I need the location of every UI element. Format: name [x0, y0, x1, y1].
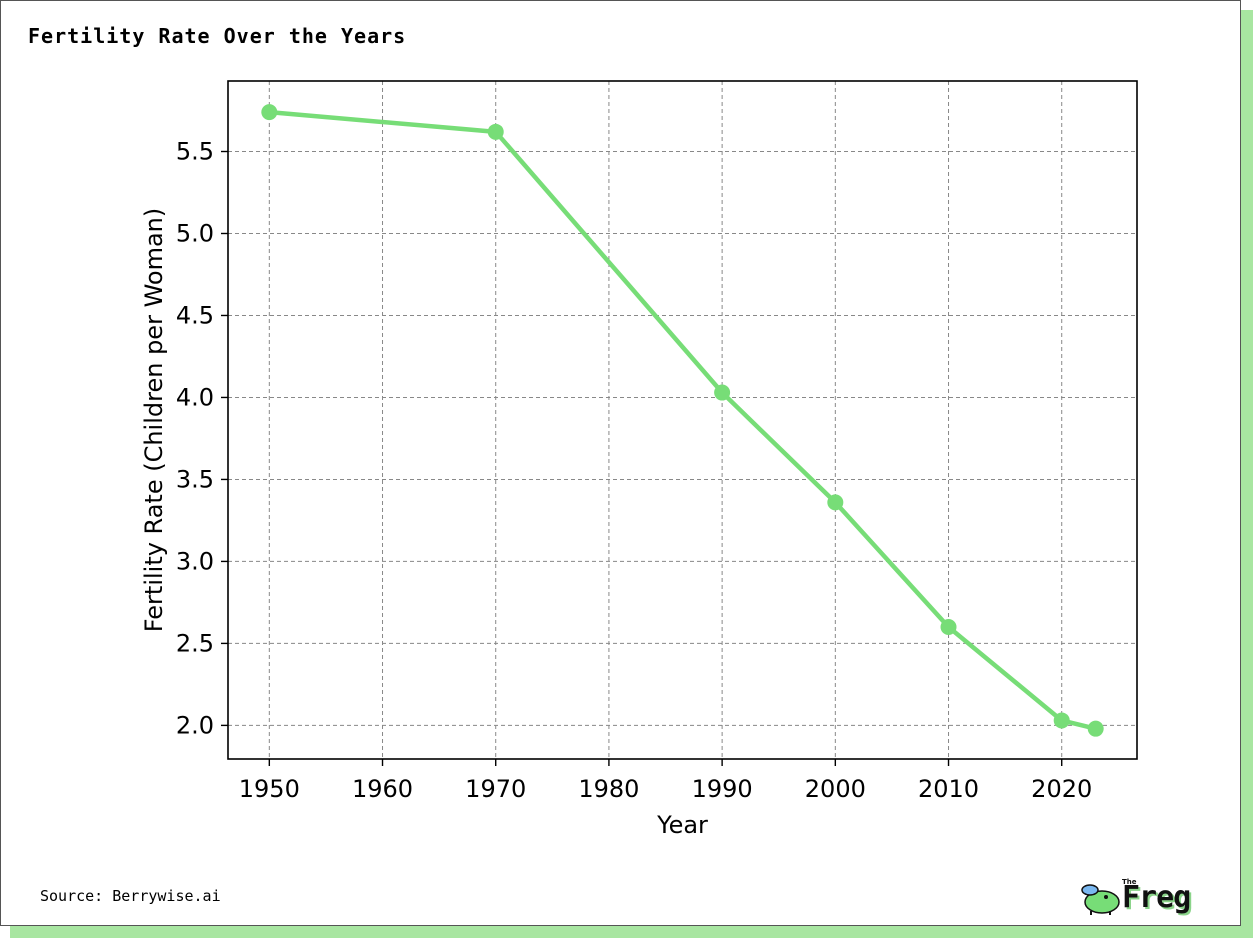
data-point: [714, 384, 731, 401]
frog-icon: [1081, 884, 1120, 915]
x-tick-label: 2020: [1031, 775, 1092, 803]
y-tick-label: 5.0: [176, 219, 214, 247]
series-line-path: [267, 109, 1098, 731]
x-tick-label: 1970: [465, 775, 526, 803]
data-point: [940, 619, 957, 636]
grid-lines: [228, 81, 1137, 759]
y-axis-label: Fertility Rate (Children per Woman): [140, 208, 168, 632]
chart-title: Fertility Rate Over the Years: [28, 24, 407, 48]
data-point: [261, 104, 278, 121]
x-tick-label: 1960: [352, 775, 413, 803]
y-tick-label: 2.0: [176, 711, 214, 739]
y-tick-label: 4.5: [176, 301, 214, 329]
data-point: [487, 123, 504, 140]
y-tick-label: 5.5: [176, 138, 214, 166]
axis-ticks: 1950 1960 1970 1980 1990 2000 2010 2020 2.0 2.5 3.…: [176, 138, 1092, 803]
y-tick-label: 3.0: [176, 547, 214, 575]
y-tick-label: 3.5: [176, 465, 214, 493]
y-tick-label: 2.5: [176, 629, 214, 657]
series-line: [261, 104, 1104, 737]
x-tick-label: 1980: [578, 775, 639, 803]
chart-card: [0, 0, 1241, 926]
data-point: [1053, 712, 1070, 729]
y-tick-label: 4.0: [176, 383, 214, 411]
brand-small-text: The: [1122, 878, 1137, 886]
x-tick-label: 2010: [918, 775, 979, 803]
brand-wordmark: Freg: [1122, 880, 1191, 915]
x-axis-label: Year: [656, 811, 708, 839]
x-tick-label: 2000: [805, 775, 866, 803]
source-note: Source: Berrywise.ai: [40, 887, 221, 905]
data-point: [1087, 720, 1104, 737]
data-point: [827, 494, 844, 511]
brand-logo: The Freg: [1080, 878, 1225, 918]
x-tick-label: 1990: [692, 775, 753, 803]
plot-frame: [227, 80, 1138, 760]
x-tick-label: 1950: [239, 775, 300, 803]
